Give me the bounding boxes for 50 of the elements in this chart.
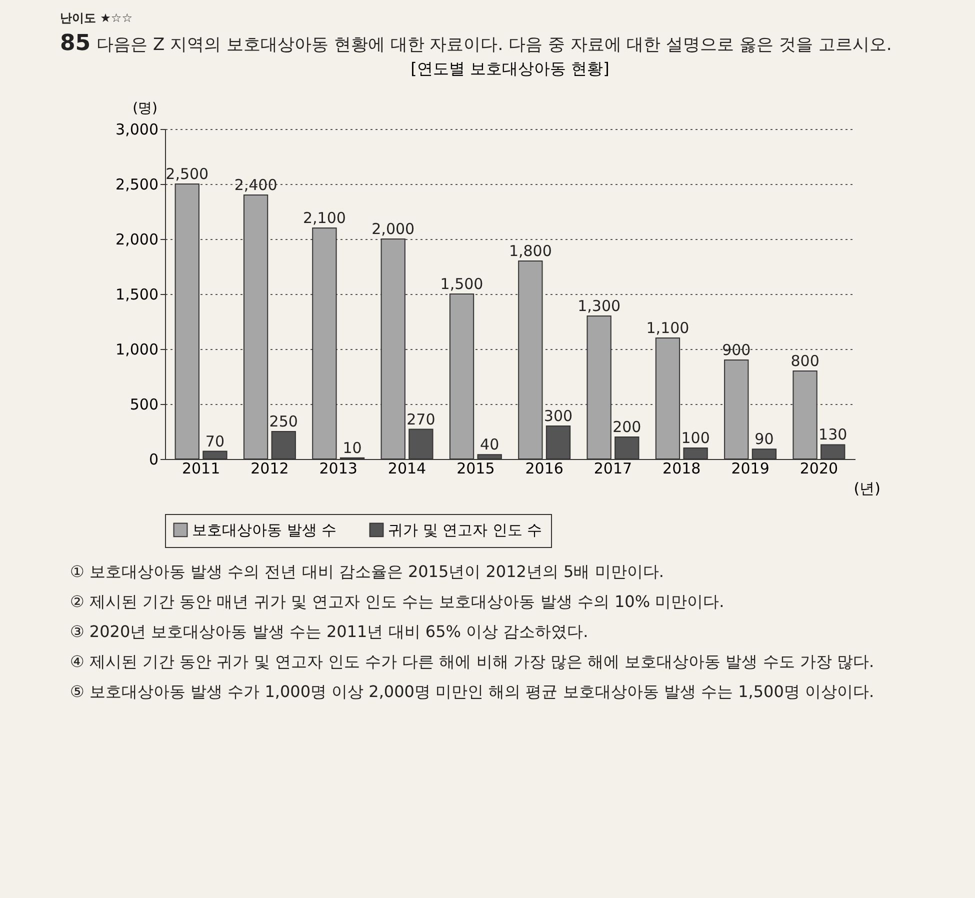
text: 다음은 Z 지역의 보호대상아동 현황에 대한 자료이다. 다음 중 자료에 대한 설명으로 옳은 것을 고르시오.	[96, 35, 892, 55]
text: ② 제시된 기간 동안 매년 귀가 및 연고자 인도 수는 보호대상아동 발생 수의 10% 미만이다.	[70, 591, 726, 613]
data-label: 1,100	[646, 319, 690, 337]
x-tick-label: 2013	[319, 460, 358, 478]
data-label: 900	[722, 341, 751, 359]
data-label: 800	[790, 352, 820, 370]
text: ① 보호대상아동 발생 수의 전년 대비 감소율은 2015년이 2012년의 5배 미만이다.	[70, 561, 665, 583]
x-axis-title: (년)	[854, 480, 880, 498]
data-label: 250	[269, 412, 298, 430]
x-tick-label: 2016	[525, 460, 564, 478]
data-label: 100	[681, 429, 710, 447]
data-label: 90	[754, 430, 774, 448]
text: ④ 제시된 기간 동안 귀가 및 연고자 인도 수가 다른 해에 비해 가장 많은 해에 보호대상아동 발생 수도 가장 많다.	[70, 651, 876, 673]
x-tick-label: 2017	[594, 460, 632, 478]
x-tick-label: 2019	[731, 460, 770, 478]
x-tick-label: 2011	[182, 460, 220, 478]
data-label: 130	[818, 426, 848, 444]
data-label: 270	[406, 410, 436, 428]
y-tick-label: 1,000	[116, 340, 158, 358]
data-label: 200	[612, 418, 642, 436]
data-label: 2,000	[372, 220, 415, 238]
legend-label: 보호대상아동 발생 수	[192, 520, 337, 539]
y-tick-label: 0	[148, 450, 158, 468]
data-label: 300	[544, 407, 573, 425]
y-tick-label: 500	[130, 396, 158, 414]
text: 85	[60, 31, 91, 56]
data-label: 10	[342, 438, 362, 457]
text: ⑤ 보호대상아동 발생 수가 1,000명 이상 2,000명 미만인 해의 평균 보호대상아동 발생 수는 1,500명 이상이다.	[70, 681, 876, 703]
data-label: 1,300	[578, 297, 621, 315]
text: ③ 2020년 보호대상아동 발생 수는 2011년 대비 65% 이상 감소하였다.	[70, 621, 590, 643]
x-tick-label: 2012	[250, 460, 289, 478]
legend-label: 귀가 및 연고자 인도 수	[388, 520, 542, 539]
chart-title: [연도별 보호대상아동 현황]	[410, 59, 610, 78]
data-label: 1,800	[508, 242, 552, 260]
data-label: 40	[480, 436, 500, 454]
y-tick-label: 2,000	[116, 230, 158, 248]
data-label: 2,400	[234, 176, 278, 194]
y-axis-title: (명)	[132, 100, 158, 116]
y-tick-label: 2,500	[116, 176, 158, 194]
x-tick-label: 2014	[388, 460, 426, 478]
x-tick-label: 2015	[456, 460, 495, 478]
text: 난이도 ★☆☆	[60, 10, 134, 27]
x-tick-label: 2018	[662, 460, 701, 478]
data-label: 1,500	[440, 275, 484, 293]
y-tick-label: 1,500	[116, 286, 158, 304]
x-tick-label: 2020	[800, 460, 838, 478]
data-label: 2,100	[302, 209, 346, 227]
y-tick-label: 3,000	[116, 120, 158, 138]
data-label: 70	[205, 432, 225, 450]
data-label: 2,500	[166, 165, 209, 183]
